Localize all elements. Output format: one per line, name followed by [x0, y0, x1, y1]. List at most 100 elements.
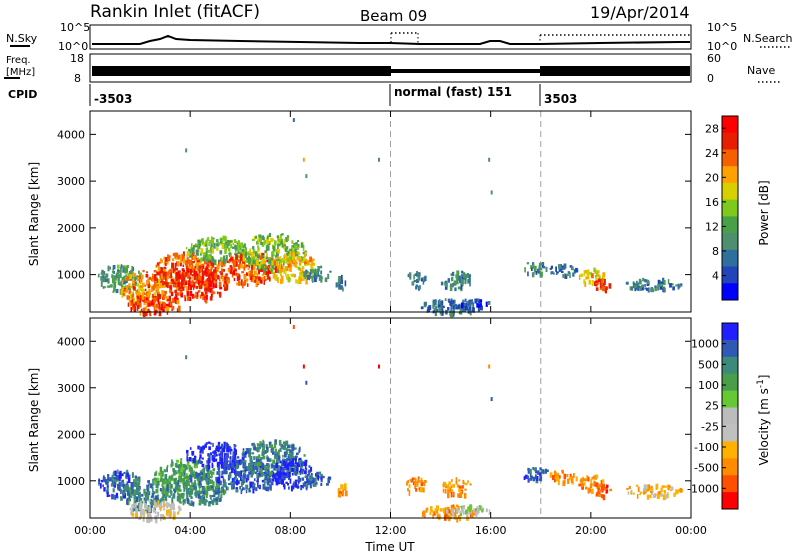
power-cell — [216, 291, 219, 295]
velocity-cell — [228, 482, 231, 486]
power-cell — [152, 279, 154, 282]
velocity-cell — [301, 469, 304, 475]
velocity-cell — [168, 495, 171, 498]
velocity-cell — [636, 494, 639, 499]
velocity-cell — [584, 478, 587, 482]
velocity-cell — [250, 462, 253, 469]
power-cell — [246, 283, 249, 287]
power-cell — [196, 295, 199, 300]
power-cell — [203, 252, 206, 255]
power-cell — [276, 235, 280, 239]
power-cell — [208, 255, 212, 260]
power-cell — [259, 267, 262, 272]
power-cell — [178, 254, 181, 259]
power-cell — [264, 250, 268, 253]
velocity-cell — [116, 479, 120, 482]
power-cell — [602, 272, 606, 277]
power-cell — [427, 306, 430, 313]
power-cell — [131, 291, 134, 294]
velocity-cell — [294, 481, 298, 488]
power-cell — [164, 291, 166, 297]
velocity-cell — [197, 459, 201, 464]
velocity-cell — [419, 486, 423, 493]
power-cell — [598, 278, 601, 283]
power-cell — [136, 291, 139, 296]
power-cell — [299, 272, 301, 278]
power-scatter-region-10 — [335, 274, 347, 292]
power-cell — [293, 263, 295, 267]
velocity-cell — [605, 486, 608, 491]
power-cell — [587, 269, 590, 273]
power-cell — [588, 272, 592, 275]
velocity-cell — [289, 466, 291, 470]
velocity-colorbar-frame — [721, 322, 739, 510]
velocity-cell — [162, 486, 165, 491]
power-cell — [572, 272, 575, 277]
velocity-cell — [220, 446, 222, 449]
velocity-cell — [283, 476, 286, 480]
velocity-cell — [205, 464, 208, 469]
velocity-cell — [98, 479, 101, 482]
power-cell — [267, 273, 270, 280]
velocity-cell — [662, 494, 666, 501]
velocity-cell — [240, 489, 243, 495]
power-cell — [232, 243, 234, 246]
velocity-cell — [149, 499, 153, 502]
power-cell — [271, 265, 275, 269]
velocity-cell — [223, 445, 226, 451]
velocity-cell — [202, 487, 205, 492]
velocity-cell — [567, 478, 570, 484]
velocity-cell — [204, 498, 207, 502]
velocity-cell — [197, 484, 201, 487]
power-cell — [252, 246, 255, 250]
velocity-cell — [198, 499, 202, 504]
velocity-cell — [297, 476, 300, 482]
velocity-cell — [177, 479, 180, 486]
velocity-cell — [285, 475, 288, 479]
velocity-cell — [274, 473, 277, 479]
power-scatter-region-11 — [407, 271, 427, 291]
velocity-cell — [179, 480, 182, 484]
power-cell — [310, 275, 313, 279]
power-cell — [240, 282, 243, 286]
power-cell — [159, 301, 162, 304]
power-cell — [231, 260, 235, 264]
velocity-cell — [220, 453, 223, 459]
velocity-cell — [302, 482, 305, 487]
velocity-cell — [141, 501, 144, 504]
velocity-cell — [450, 489, 454, 492]
velocity-cell — [194, 486, 198, 490]
velocity-cell — [180, 472, 183, 477]
power-cell — [163, 281, 166, 285]
velocity-cell — [233, 447, 236, 454]
power-cell — [268, 258, 270, 264]
power-cell — [291, 273, 294, 278]
power-cell — [417, 275, 421, 281]
power-cell — [199, 268, 202, 273]
power-cell — [257, 280, 260, 284]
power-cell — [438, 299, 441, 304]
power-cell — [292, 252, 295, 259]
velocity-cell — [190, 488, 194, 495]
power-cell — [603, 279, 606, 285]
power-colorbar-label-2: 12 — [705, 220, 719, 233]
power-cell — [471, 299, 473, 302]
power-cell — [120, 280, 122, 286]
velocity-cell — [255, 487, 258, 492]
velocity-cell — [529, 468, 532, 474]
power-cell — [238, 264, 241, 270]
velocity-cell — [189, 475, 192, 481]
velocity-cell — [229, 460, 231, 466]
power-cell — [243, 243, 246, 248]
velocity-cell — [176, 495, 180, 502]
velocity-cell — [153, 480, 156, 484]
power-cell — [260, 276, 264, 280]
power-cell — [148, 288, 151, 293]
velocity-cell — [183, 476, 187, 479]
velocity-cell — [166, 484, 169, 490]
power-cell — [122, 293, 125, 296]
velocity-cell — [278, 476, 282, 483]
velocity-cell — [327, 477, 330, 484]
velocity-cell — [140, 508, 143, 512]
power-cell — [661, 283, 664, 289]
